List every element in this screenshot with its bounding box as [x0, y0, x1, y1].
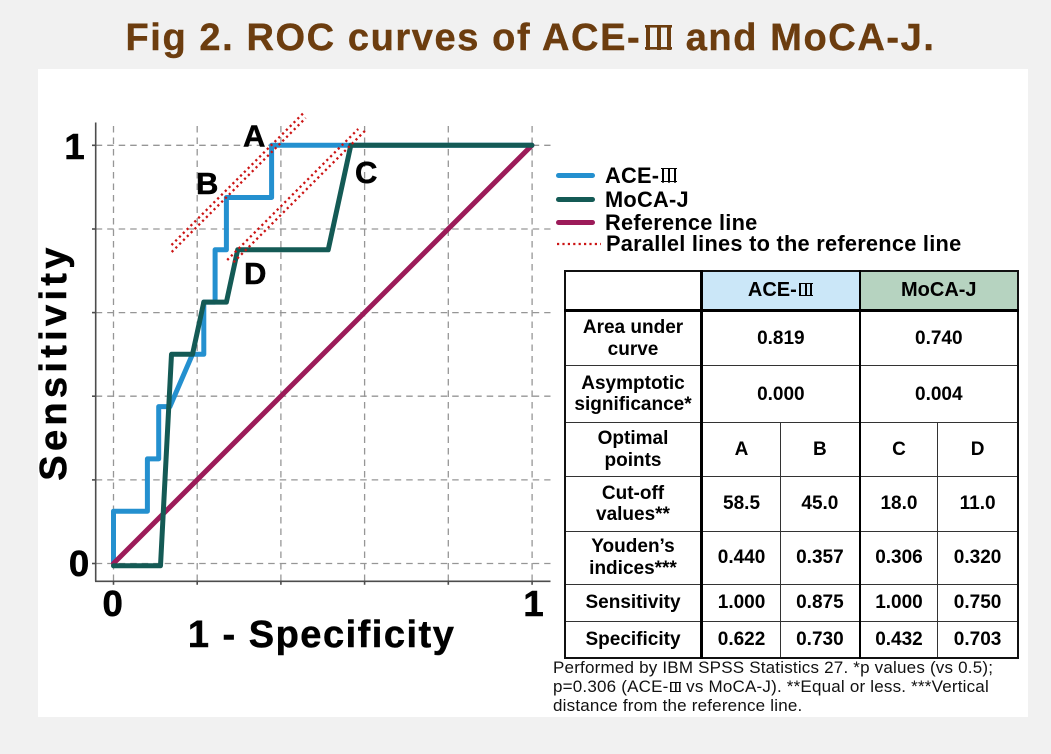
svg-text:1 - Specificity: 1 - Specificity — [188, 614, 455, 656]
svg-text:1: 1 — [523, 583, 543, 624]
svg-text:0: 0 — [69, 543, 89, 584]
svg-text:Sensitivity: Sensitivity — [33, 243, 75, 480]
svg-text:C: C — [355, 155, 377, 190]
svg-text:0: 0 — [102, 583, 122, 624]
svg-text:A: A — [243, 119, 265, 154]
svg-text:B: B — [196, 166, 218, 201]
svg-text:1: 1 — [64, 126, 84, 167]
svg-text:D: D — [244, 256, 266, 291]
